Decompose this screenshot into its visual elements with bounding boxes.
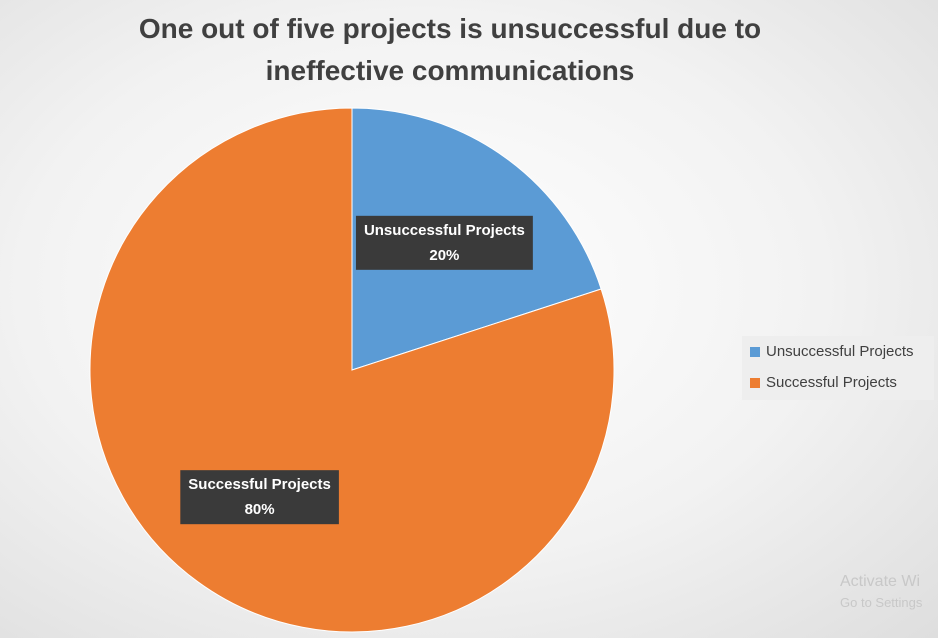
legend-label: Unsuccessful Projects — [766, 343, 914, 360]
data-label-box — [355, 215, 533, 270]
data-label-box — [180, 470, 339, 525]
data-label-category: Unsuccessful Projects — [364, 222, 525, 239]
data-label-category: Successful Projects — [188, 476, 331, 493]
data-label-value: 80% — [245, 501, 275, 518]
watermark: Activate Wi — [840, 573, 920, 590]
legend-swatch — [750, 378, 760, 388]
chart-title: One out of five projects is unsuccessful… — [138, 13, 762, 86]
legend-swatch — [750, 347, 760, 357]
data-label-value: 20% — [429, 247, 459, 264]
legend-label: Successful Projects — [766, 374, 897, 391]
legend-box — [742, 336, 934, 400]
watermark: Go to Settings — [840, 595, 923, 610]
legend: Unsuccessful Projects Successful Projects — [742, 336, 934, 400]
data-label: Unsuccessful Projects 20% — [355, 215, 533, 270]
data-label: Successful Projects 80% — [180, 470, 339, 525]
